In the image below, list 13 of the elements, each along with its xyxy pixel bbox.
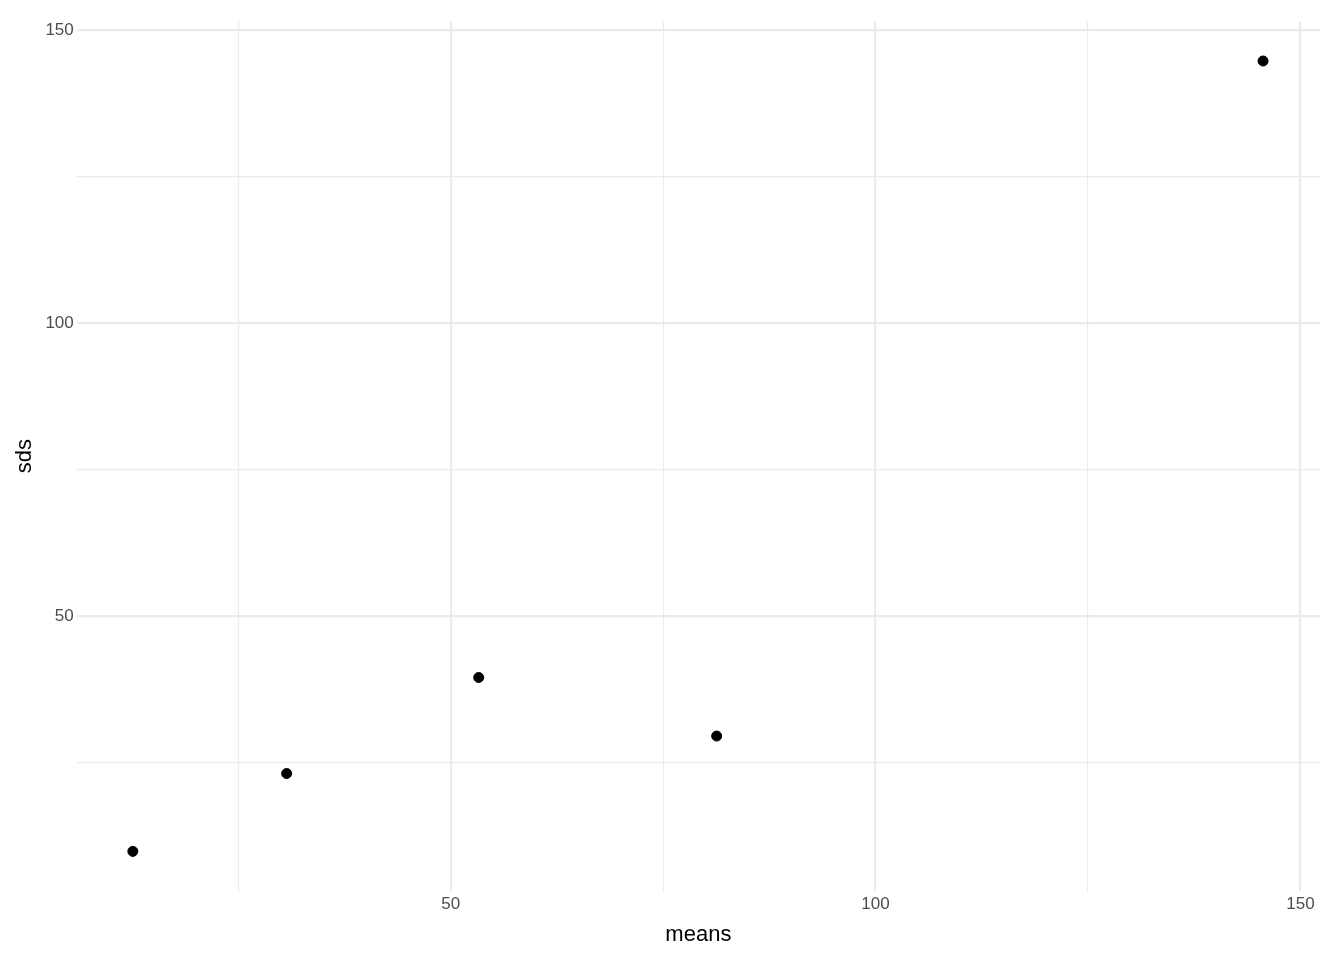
y-tick-label: 150 xyxy=(45,20,74,40)
point xyxy=(127,845,139,857)
x-axis-title: means xyxy=(665,920,732,946)
x-tick-label: 150 xyxy=(1286,894,1315,914)
x-tick-label: 100 xyxy=(861,894,890,914)
y-tick-label: 100 xyxy=(45,312,74,332)
y-tick-label: 50 xyxy=(54,605,74,625)
point xyxy=(711,730,723,742)
point xyxy=(281,768,293,780)
point xyxy=(1257,55,1269,67)
x-tick-label: 50 xyxy=(441,894,461,914)
point xyxy=(473,672,485,684)
y-axis-title: sds xyxy=(11,439,37,474)
